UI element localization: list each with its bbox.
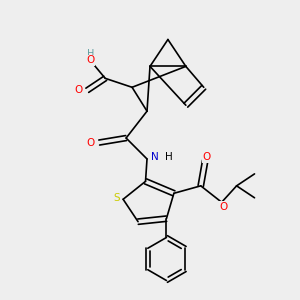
Text: O: O	[75, 85, 83, 95]
Text: O: O	[202, 152, 211, 163]
Text: O: O	[86, 137, 95, 148]
Text: N: N	[152, 152, 159, 163]
Text: H: H	[87, 49, 94, 59]
Text: H: H	[165, 152, 173, 163]
Text: O: O	[219, 202, 227, 212]
Text: O: O	[86, 56, 94, 65]
Text: S: S	[113, 193, 120, 203]
